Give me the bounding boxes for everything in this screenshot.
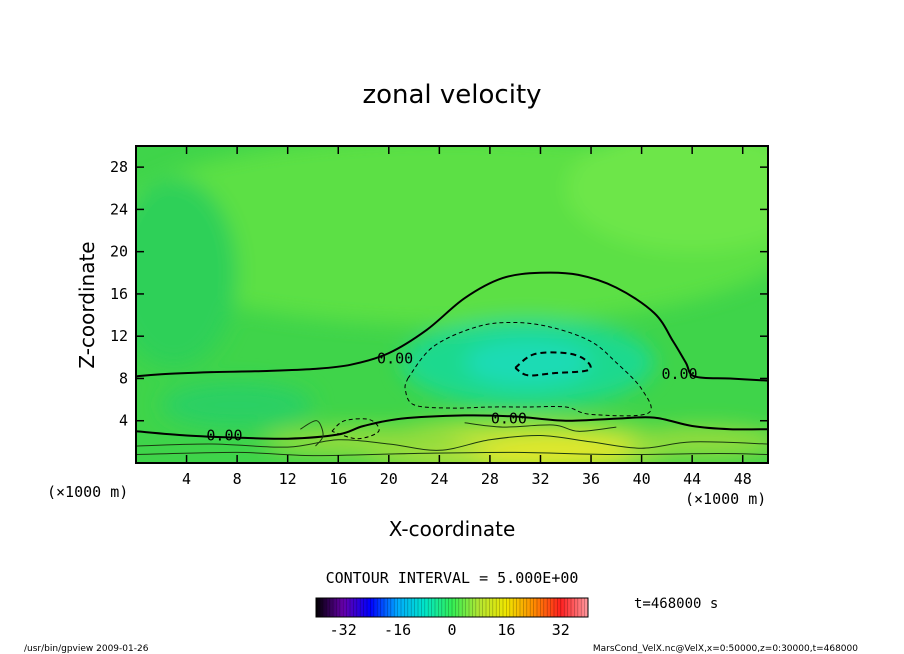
- y-axis-label: Z-coordinate: [75, 241, 99, 368]
- negative-contour: [331, 418, 380, 440]
- colorbar-fill: [316, 598, 588, 617]
- contour-interval: CONTOUR INTERVAL = 5.000E+00: [326, 569, 579, 587]
- x-tick-label: 28: [481, 470, 499, 488]
- colorbar-tick-label: -16: [384, 621, 411, 639]
- zero-contour: [136, 414, 768, 440]
- footer-right: MarsCond_VelX.nc@VelX,x=0:50000,z=0:3000…: [593, 644, 858, 654]
- field-blob: [464, 339, 592, 386]
- field-blob: [161, 381, 313, 429]
- x-tick-label: 32: [531, 470, 549, 488]
- colorbar-tick-label: 0: [447, 621, 456, 639]
- positive-contour: [464, 422, 617, 432]
- x-unit-right: (×1000 m): [685, 490, 766, 508]
- positive-contour: [136, 451, 768, 457]
- chart-title: zonal velocity: [362, 80, 541, 110]
- x-tick-label: 36: [582, 470, 600, 488]
- x-axis-ticks: 4 8 12 16 20 24 28 32 36 40 44 48: [182, 146, 752, 488]
- colorbar-ticks: -32 -16 0 16 32: [330, 621, 570, 639]
- z-tick-label: 16: [110, 285, 128, 303]
- positive-contour: [136, 434, 768, 451]
- z-tick-label: 4: [119, 412, 128, 430]
- time-label: t=468000 s: [634, 596, 718, 612]
- field-blob: [262, 426, 465, 458]
- x-tick-label: 20: [380, 470, 398, 488]
- negative-contour: [404, 321, 652, 417]
- colorbar-tick-label: 16: [497, 621, 515, 639]
- field-blob: [136, 177, 238, 368]
- field-shading: [136, 146, 768, 463]
- x-axis-label: X-coordinate: [389, 517, 516, 541]
- plot-area: [136, 146, 768, 463]
- colorbar: -32 -16 0 16 32: [315, 597, 589, 639]
- positive-contour: [300, 420, 324, 447]
- z-tick-label: 20: [110, 243, 128, 261]
- contour-label: 0.00: [491, 410, 527, 428]
- negative-contour: [514, 351, 592, 377]
- z-tick-label: 8: [119, 369, 128, 387]
- z-tick-label: 28: [110, 158, 128, 176]
- colorbar-tick-label: -32: [330, 621, 357, 639]
- contour-label: 0.00: [377, 349, 413, 367]
- colorbar-tick-label: 32: [552, 621, 570, 639]
- z-tick-label: 12: [110, 327, 128, 345]
- colorbar-frame: [315, 597, 589, 618]
- footer-left: /usr/bin/gpview 2009-01-26: [24, 644, 149, 654]
- x-tick-label: 16: [329, 470, 347, 488]
- x-tick-label: 40: [633, 470, 651, 488]
- contour-label: 0.00: [206, 427, 242, 445]
- field-blob: [565, 146, 768, 252]
- plot-frame: [135, 145, 769, 464]
- z-axis-ticks: 4 8 12 16 20 24 28: [110, 158, 768, 430]
- x-tick-label: 4: [182, 470, 191, 488]
- x-tick-label: 44: [683, 470, 701, 488]
- x-tick-label: 24: [430, 470, 448, 488]
- contour-label: 0.00: [661, 365, 697, 383]
- colorbar-segments: [319, 598, 585, 617]
- zero-contour: [136, 271, 768, 382]
- x-tick-label: 8: [233, 470, 242, 488]
- contour-lines: [136, 271, 768, 457]
- x-tick-label: 12: [279, 470, 297, 488]
- z-tick-label: 24: [110, 200, 128, 218]
- contour-labels: 0.00 0.00 0.00 0.00: [206, 349, 697, 444]
- x-tick-label: 48: [734, 470, 752, 488]
- x-unit-left: (×1000 m): [47, 483, 128, 501]
